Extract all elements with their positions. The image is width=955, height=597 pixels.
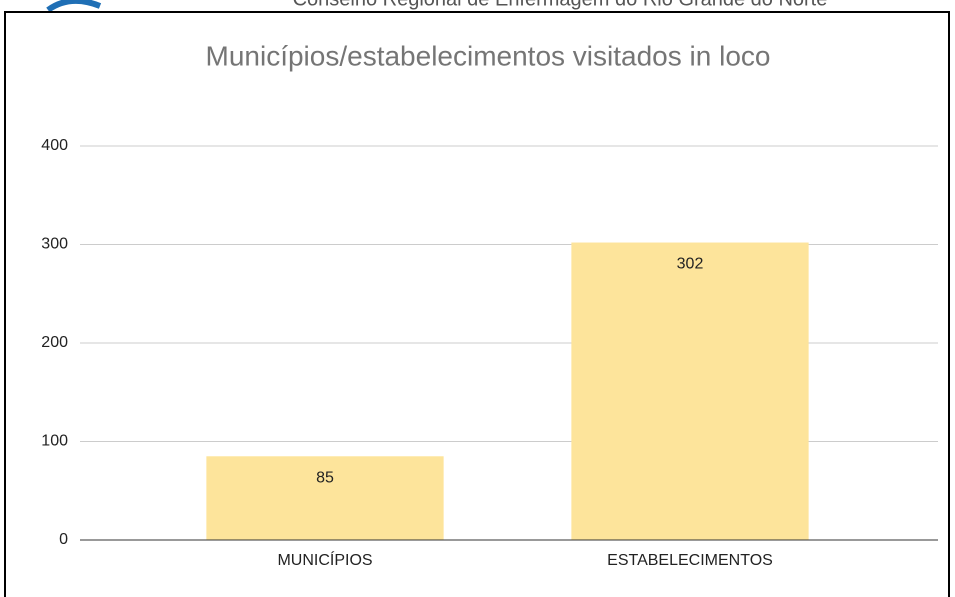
y-tick-label: 300 (41, 236, 68, 253)
y-tick-label: 400 (41, 137, 68, 154)
bar (206, 456, 444, 540)
logo (46, 0, 102, 13)
y-tick-label: 200 (41, 334, 68, 351)
chart-title: Municípios/estabelecimentos visitados in… (206, 40, 771, 71)
value-label: 85 (316, 469, 334, 486)
value-label: 302 (677, 256, 704, 273)
x-tick-label: MUNICÍPIOS (277, 550, 372, 569)
bar (571, 242, 809, 540)
header-text: Conselho Regional de Enfermagem do Rio G… (293, 0, 828, 10)
y-tick-label: 100 (41, 433, 68, 450)
y-tick-label: 0 (59, 531, 68, 548)
x-tick-label: ESTABELECIMENTOS (607, 552, 773, 569)
